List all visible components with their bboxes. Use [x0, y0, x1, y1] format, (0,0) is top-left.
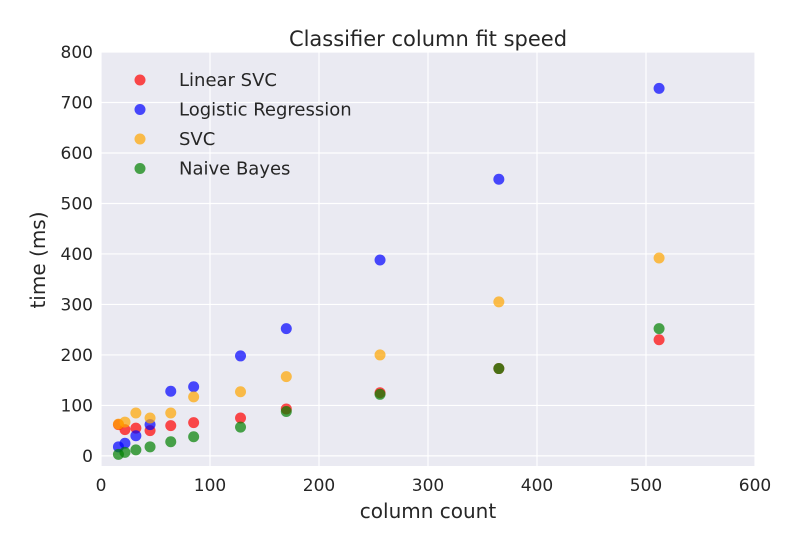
- x-tick-label: 100: [194, 476, 226, 496]
- data-point: [374, 254, 386, 266]
- data-point: [165, 385, 177, 397]
- data-point: [280, 371, 292, 383]
- data-point: [188, 431, 200, 443]
- legend-marker: [134, 74, 146, 86]
- data-point: [130, 422, 142, 434]
- data-point: [188, 417, 200, 429]
- data-point: [130, 430, 142, 442]
- data-point: [144, 412, 156, 424]
- data-point: [235, 412, 247, 424]
- series-naive-bayes: [112, 323, 665, 460]
- data-point: [653, 252, 665, 264]
- legend-marker: [134, 104, 146, 115]
- y-tick-label: 400: [61, 245, 93, 265]
- data-point: [165, 436, 177, 448]
- legend-item: Naive Bayes: [134, 159, 290, 180]
- legend-item: Linear SVC: [134, 70, 277, 91]
- legend-label: Logistic Regression: [179, 100, 352, 121]
- legend-item: SVC: [134, 129, 215, 150]
- x-tick-label: 300: [412, 476, 444, 496]
- grid-lines: [100, 51, 756, 466]
- data-point: [653, 334, 665, 346]
- data-point: [374, 388, 386, 400]
- data-point: [119, 446, 131, 458]
- x-axis-ticks: 0 100 200 300 400 500 600: [96, 476, 772, 496]
- data-point: [130, 444, 142, 456]
- legend-label: Linear SVC: [179, 70, 277, 91]
- x-axis-title: column count: [360, 499, 497, 523]
- data-point: [493, 363, 505, 375]
- data-point: [188, 391, 200, 403]
- data-point: [144, 441, 156, 453]
- legend-item: Logistic Regression: [134, 100, 352, 121]
- y-axis-ticks: 0 100 200 300 400 500 600 700 800: [61, 43, 93, 467]
- data-point: [235, 350, 247, 362]
- data-point: [188, 381, 200, 393]
- legend: Linear SVC Logistic Regression SVC Naive Ba…: [134, 70, 352, 180]
- data-point: [165, 407, 177, 419]
- data-point: [493, 296, 505, 308]
- y-tick-label: 200: [61, 346, 93, 366]
- data-point: [165, 420, 177, 432]
- data-points: [112, 82, 665, 460]
- data-point: [130, 407, 142, 419]
- x-tick-label: 600: [739, 476, 771, 496]
- legend-label: SVC: [179, 129, 215, 150]
- data-point: [280, 323, 292, 335]
- data-point: [374, 349, 386, 361]
- y-tick-label: 300: [61, 295, 93, 315]
- legend-marker: [134, 163, 146, 174]
- data-point: [280, 405, 292, 417]
- y-tick-label: 500: [61, 194, 93, 214]
- legend-marker: [134, 133, 146, 145]
- data-point: [653, 82, 665, 94]
- series-svc: [112, 252, 665, 430]
- y-tick-label: 600: [61, 144, 93, 164]
- x-tick-label: 0: [96, 476, 107, 496]
- x-tick-label: 500: [630, 476, 662, 496]
- x-tick-label: 400: [521, 476, 553, 496]
- y-tick-label: 100: [61, 396, 93, 416]
- legend-label: Naive Bayes: [179, 159, 290, 180]
- data-point: [119, 437, 131, 449]
- data-point: [493, 173, 505, 185]
- chart-title: Classifier column fit speed: [289, 27, 567, 51]
- data-point: [235, 386, 247, 398]
- y-tick-label: 700: [61, 93, 93, 113]
- data-point: [235, 421, 247, 433]
- data-point: [119, 416, 131, 428]
- y-axis-title: time (ms): [26, 211, 50, 308]
- data-point: [653, 323, 665, 335]
- y-tick-label: 800: [61, 43, 93, 63]
- y-tick-label: 0: [82, 447, 93, 467]
- x-tick-label: 200: [303, 476, 335, 496]
